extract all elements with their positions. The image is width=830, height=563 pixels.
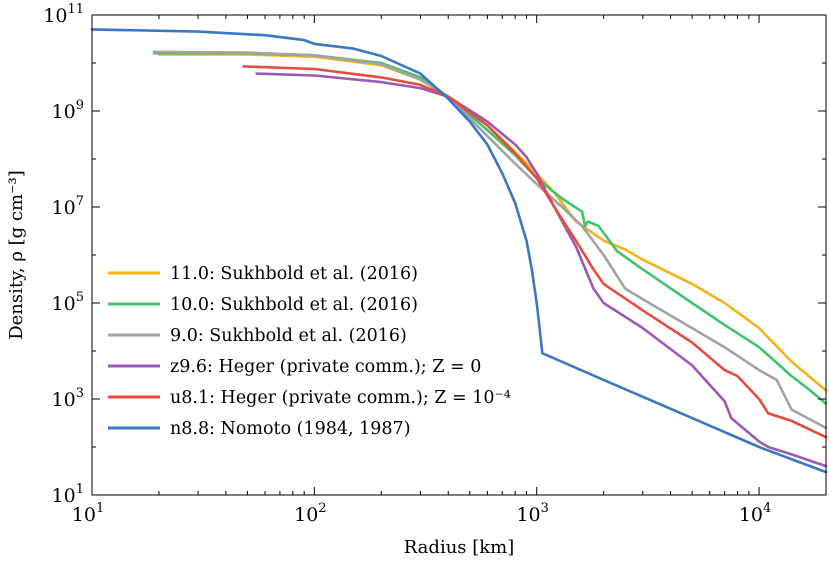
y-tick-label-5: 1011	[43, 2, 84, 27]
series-line-1	[152, 51, 828, 405]
x-tick-labels: 101 102 103 104	[72, 501, 772, 526]
legend-label-2: 9.0: Sukhbold et al. (2016)	[170, 326, 407, 346]
legend-label-1: 10.0: Sukhbold et al. (2016)	[170, 295, 418, 315]
x-tick-label-3: 104	[739, 501, 771, 526]
series-line-5	[90, 28, 828, 474]
legend-label-4: u8.1: Heger (private comm.); Z = 10⁻⁴	[170, 388, 511, 408]
series-line-4	[242, 65, 828, 439]
legend-label-3: z9.6: Heger (private comm.); Z = 0	[170, 357, 481, 377]
y-tick-label-2: 105	[52, 290, 84, 315]
x-tick-label-1: 102	[294, 501, 326, 526]
series-line-2	[152, 50, 828, 430]
y-tick-label-1: 103	[52, 386, 84, 411]
x-axis-label: Radius [km]	[404, 537, 515, 558]
legend: 11.0: Sukhbold et al. (2016) 10.0: Sukhbo…	[108, 264, 511, 439]
plot-frame	[91, 14, 827, 496]
x-tick-label-0: 101	[72, 501, 104, 526]
series-line-3	[255, 72, 828, 468]
y-tick-labels: 101 103 105 107 109 1011	[43, 2, 84, 507]
y-tick-label-4: 109	[52, 98, 84, 123]
legend-label-0: 11.0: Sukhbold et al. (2016)	[170, 264, 418, 284]
legend-label-5: n8.8: Nomoto (1984, 1987)	[170, 419, 411, 439]
y-tick-label-0: 101	[52, 482, 84, 507]
series-layer	[90, 28, 828, 474]
y-tick-label-3: 107	[52, 194, 84, 219]
x-tick-label-2: 103	[516, 501, 548, 526]
y-axis-label: Density, ρ [g cm⁻³]	[6, 170, 27, 340]
ticks-layer	[91, 14, 827, 496]
